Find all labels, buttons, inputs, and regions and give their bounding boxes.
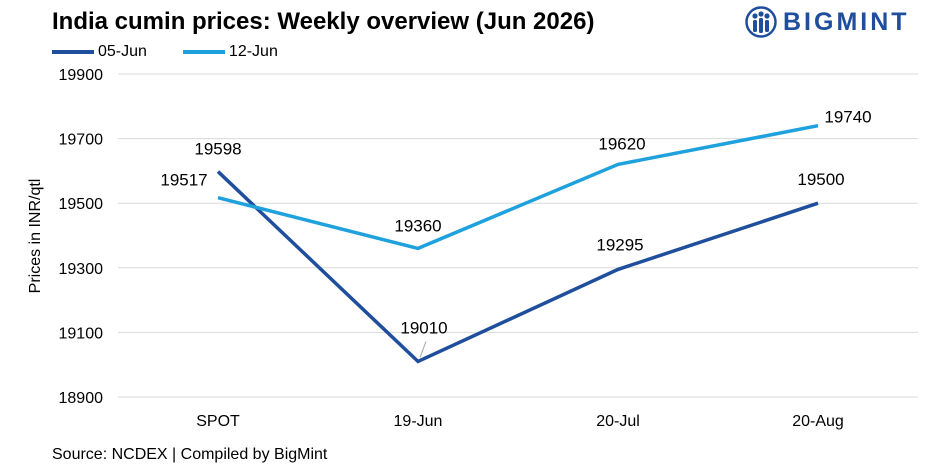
gridlines [118, 73, 918, 398]
chart-legend: 05-Jun 12-Jun [52, 43, 314, 61]
data-label-leader [419, 341, 427, 358]
x-tick-label: SPOT [196, 413, 240, 430]
series-line-12-jun [217, 123, 819, 251]
brand-name: BIGMINT [783, 7, 910, 36]
y-tick-label: 19100 [59, 325, 104, 342]
data-label: 19620 [598, 134, 645, 153]
data-labels: 19598 19010 19295 19500 19517 19360 19620 19740 [160, 108, 872, 358]
x-axis-ticks: SPOT 19-Jun 20-Jul 20-Aug [196, 413, 844, 430]
data-label: 19517 [160, 171, 207, 190]
y-axis-label: Prices in INR/qtl [27, 179, 44, 294]
x-tick-label: 20-Aug [792, 413, 844, 430]
y-tick-label: 18900 [59, 390, 104, 407]
data-label: 19500 [797, 170, 844, 189]
y-tick-label: 19900 [59, 67, 104, 84]
brand-logo: BIGMINT [745, 6, 910, 38]
legend-label-05-jun: 05-Jun [98, 43, 147, 60]
series-line-05-jun [216, 170, 819, 364]
y-tick-label: 19500 [59, 196, 104, 213]
source-note: Source: NCDEX | Compiled by BigMint [52, 446, 328, 463]
legend-item-05-jun: 05-Jun [52, 43, 147, 61]
bigmint-logo-icon [745, 6, 777, 38]
series-lines [216, 123, 819, 364]
data-label: 19598 [194, 140, 241, 159]
y-axis-ticks: 18900 19100 19300 19500 19700 19900 [59, 67, 104, 407]
data-label: 19010 [400, 318, 447, 337]
y-tick-label: 19300 [59, 261, 104, 278]
data-label: 19360 [394, 216, 441, 235]
data-label: 19295 [596, 235, 643, 254]
legend-label-12-jun: 12-Jun [228, 43, 278, 60]
legend-swatch-05-jun [52, 50, 94, 54]
legend-swatch-12-jun [182, 50, 225, 54]
x-tick-label: 20-Jul [596, 413, 640, 430]
x-tick-label: 19-Jun [394, 413, 443, 430]
y-tick-label: 19700 [59, 132, 104, 149]
chart-title: India cumin prices: Weekly overview (Jun… [52, 8, 595, 35]
data-label: 19740 [824, 108, 871, 127]
legend-item-12-jun: 12-Jun [182, 43, 278, 61]
